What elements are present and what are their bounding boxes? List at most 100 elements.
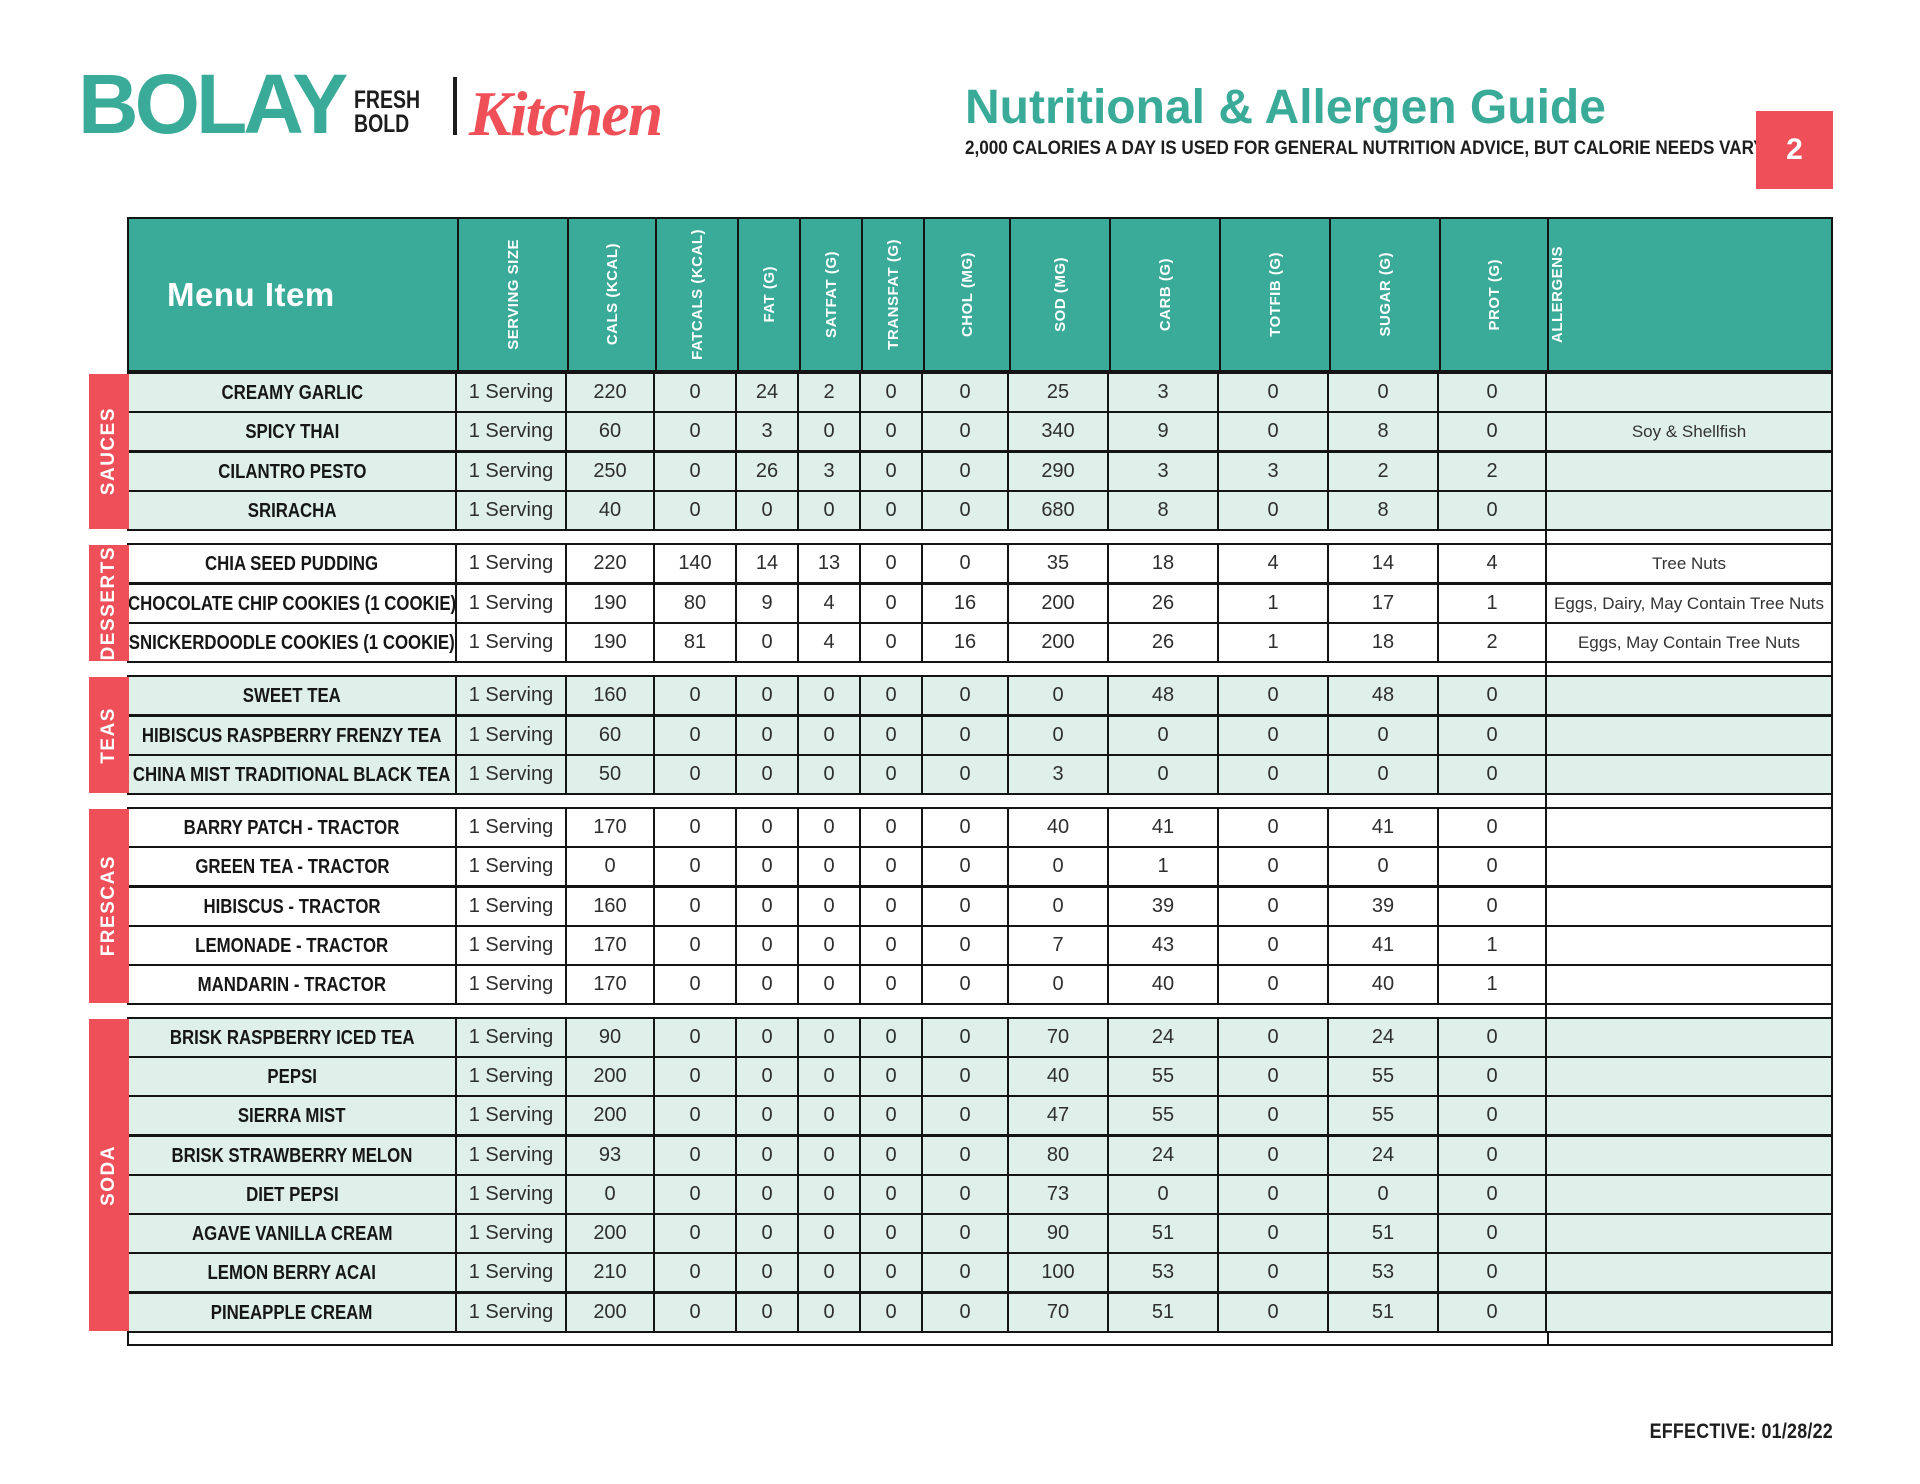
value-cell: 3 (1219, 453, 1329, 490)
allergen-cell: Tree Nuts (1547, 545, 1831, 582)
value-cell: 160 (567, 677, 655, 714)
column-header-prot-g: PROT (G) (1439, 219, 1547, 370)
value-cell: 0 (1219, 413, 1329, 450)
value-cell: 55 (1329, 1097, 1439, 1134)
serving-size-cell: 1 Serving (457, 374, 567, 411)
serving-size-cell: 1 Serving (457, 1019, 567, 1056)
value-cell: 0 (799, 809, 861, 846)
value-cell: 0 (1219, 492, 1329, 529)
column-header-transfat-g: TRANSFAT (G) (861, 219, 923, 370)
value-cell: 53 (1109, 1254, 1219, 1291)
column-header-chol-mg: CHOL (MG) (923, 219, 1009, 370)
value-cell: 8 (1329, 413, 1439, 450)
table-row: BRISK RASPBERRY ICED TEA 1 Serving 90 0 0 0 0 0… (129, 1019, 1831, 1058)
value-cell: 0 (1439, 888, 1547, 925)
value-cell: 0 (861, 677, 923, 714)
value-cell: 0 (861, 756, 923, 793)
value-cell: 0 (1439, 1097, 1547, 1134)
value-cell: 0 (923, 966, 1009, 1003)
value-cell: 0 (923, 1176, 1009, 1213)
allergen-cell (1547, 492, 1831, 529)
serving-size-cell: 1 Serving (457, 585, 567, 622)
value-cell: 43 (1109, 927, 1219, 964)
value-cell: 0 (655, 1019, 737, 1056)
value-cell: 0 (655, 1097, 737, 1134)
value-cell: 3 (1109, 374, 1219, 411)
column-header-sugar-g: SUGAR (G) (1329, 219, 1439, 370)
serving-size-cell: 1 Serving (457, 1215, 567, 1252)
table-bottom-strip (127, 1333, 1833, 1346)
value-cell: 0 (799, 677, 861, 714)
value-cell: 0 (1219, 374, 1329, 411)
table-row: SRIRACHA 1 Serving 40 0 0 0 0 0 680 8 0 8 0 (129, 492, 1831, 529)
value-cell: 0 (923, 756, 1009, 793)
value-cell: 0 (861, 545, 923, 582)
value-cell: 0 (1009, 848, 1109, 885)
value-cell: 70 (1009, 1019, 1109, 1056)
value-cell: 24 (1329, 1137, 1439, 1174)
value-cell: 0 (861, 413, 923, 450)
allergen-cell (1547, 966, 1831, 1003)
menu-item-cell-text: GREEN TEA - TRACTOR (194, 854, 390, 878)
section-bar-desserts: DESSERTS (89, 545, 129, 661)
value-cell: 0 (737, 756, 799, 793)
value-cell: 1 (1109, 848, 1219, 885)
column-header-fatcals-kcal: FATCALS (KCAL) (655, 219, 737, 370)
value-cell: 200 (1009, 585, 1109, 622)
value-cell: 1 (1439, 927, 1547, 964)
section-bar-soda: SODA (89, 1019, 129, 1331)
menu-item-cell-text: LEMON BERRY ACAI (207, 1260, 377, 1284)
value-cell: 0 (861, 1176, 923, 1213)
value-cell: 0 (655, 1294, 737, 1331)
value-cell: 0 (923, 492, 1009, 529)
value-cell: 0 (1219, 888, 1329, 925)
value-cell: 0 (923, 453, 1009, 490)
value-cell: 0 (655, 848, 737, 885)
value-cell: 0 (737, 1019, 799, 1056)
serving-size-cell: 1 Serving (457, 677, 567, 714)
allergen-cell (1547, 374, 1831, 411)
value-cell: 2 (1439, 624, 1547, 661)
page-title: Nutritional & Allergen Guide (965, 81, 1606, 134)
value-cell: 40 (1329, 966, 1439, 1003)
value-cell: 0 (799, 927, 861, 964)
value-cell: 0 (737, 1058, 799, 1095)
value-cell: 170 (567, 966, 655, 1003)
value-cell: 0 (1219, 927, 1329, 964)
value-cell: 0 (737, 624, 799, 661)
menu-item-cell: SWEET TEA (129, 677, 457, 714)
section-bar-teas: TEAS (89, 677, 129, 793)
value-cell: 200 (567, 1215, 655, 1252)
value-cell: 0 (1329, 756, 1439, 793)
value-cell: 0 (1329, 717, 1439, 754)
table-row: CILANTRO PESTO 1 Serving 250 0 26 3 0 0 290 3 3 2 2 (129, 453, 1831, 492)
value-cell: 0 (923, 1215, 1009, 1252)
value-cell: 2 (799, 374, 861, 411)
value-cell: 51 (1109, 1294, 1219, 1331)
value-cell: 0 (1219, 1215, 1329, 1252)
menu-item-cell-text: CILANTRO PESTO (217, 459, 367, 483)
allergen-cell (1547, 1254, 1831, 1291)
allergen-cell-text: Tree Nuts (1651, 553, 1726, 573)
value-cell: 0 (1439, 848, 1547, 885)
value-cell: 41 (1109, 809, 1219, 846)
gap-border-stub (1831, 795, 1833, 807)
serving-size-cell: 1 Serving (457, 848, 567, 885)
value-cell: 39 (1109, 888, 1219, 925)
value-cell: 0 (1219, 1058, 1329, 1095)
menu-item-cell-text: CHINA MIST TRADITIONAL BLACK TEA (133, 762, 451, 786)
section-teas: TEAS SWEET TEA 1 Serving 160 0 0 0 0 0 0 48 0 48 0 HIB… (89, 675, 1833, 795)
tagline-bold: BOLD (354, 110, 410, 139)
allergen-cell (1547, 1019, 1831, 1056)
value-cell: 0 (1219, 1294, 1329, 1331)
value-cell: 0 (861, 1215, 923, 1252)
column-header-label: TRANSFAT (G) (884, 239, 902, 350)
value-cell: 0 (655, 453, 737, 490)
menu-item-cell: SNICKERDOODLE COOKIES (1 COOKIE) (129, 624, 457, 661)
value-cell: 0 (1109, 717, 1219, 754)
table-row: SPICY THAI 1 Serving 60 0 3 0 0 0 340 9 0 8 0 Soy & S… (129, 413, 1831, 453)
serving-size-cell: 1 Serving (457, 809, 567, 846)
serving-size-cell: 1 Serving (457, 1294, 567, 1331)
column-header-label: SOD (MG) (1051, 257, 1069, 332)
table-header-row: Menu Item SERVING SIZE CALS (KCAL) FATCALS… (127, 217, 1833, 372)
